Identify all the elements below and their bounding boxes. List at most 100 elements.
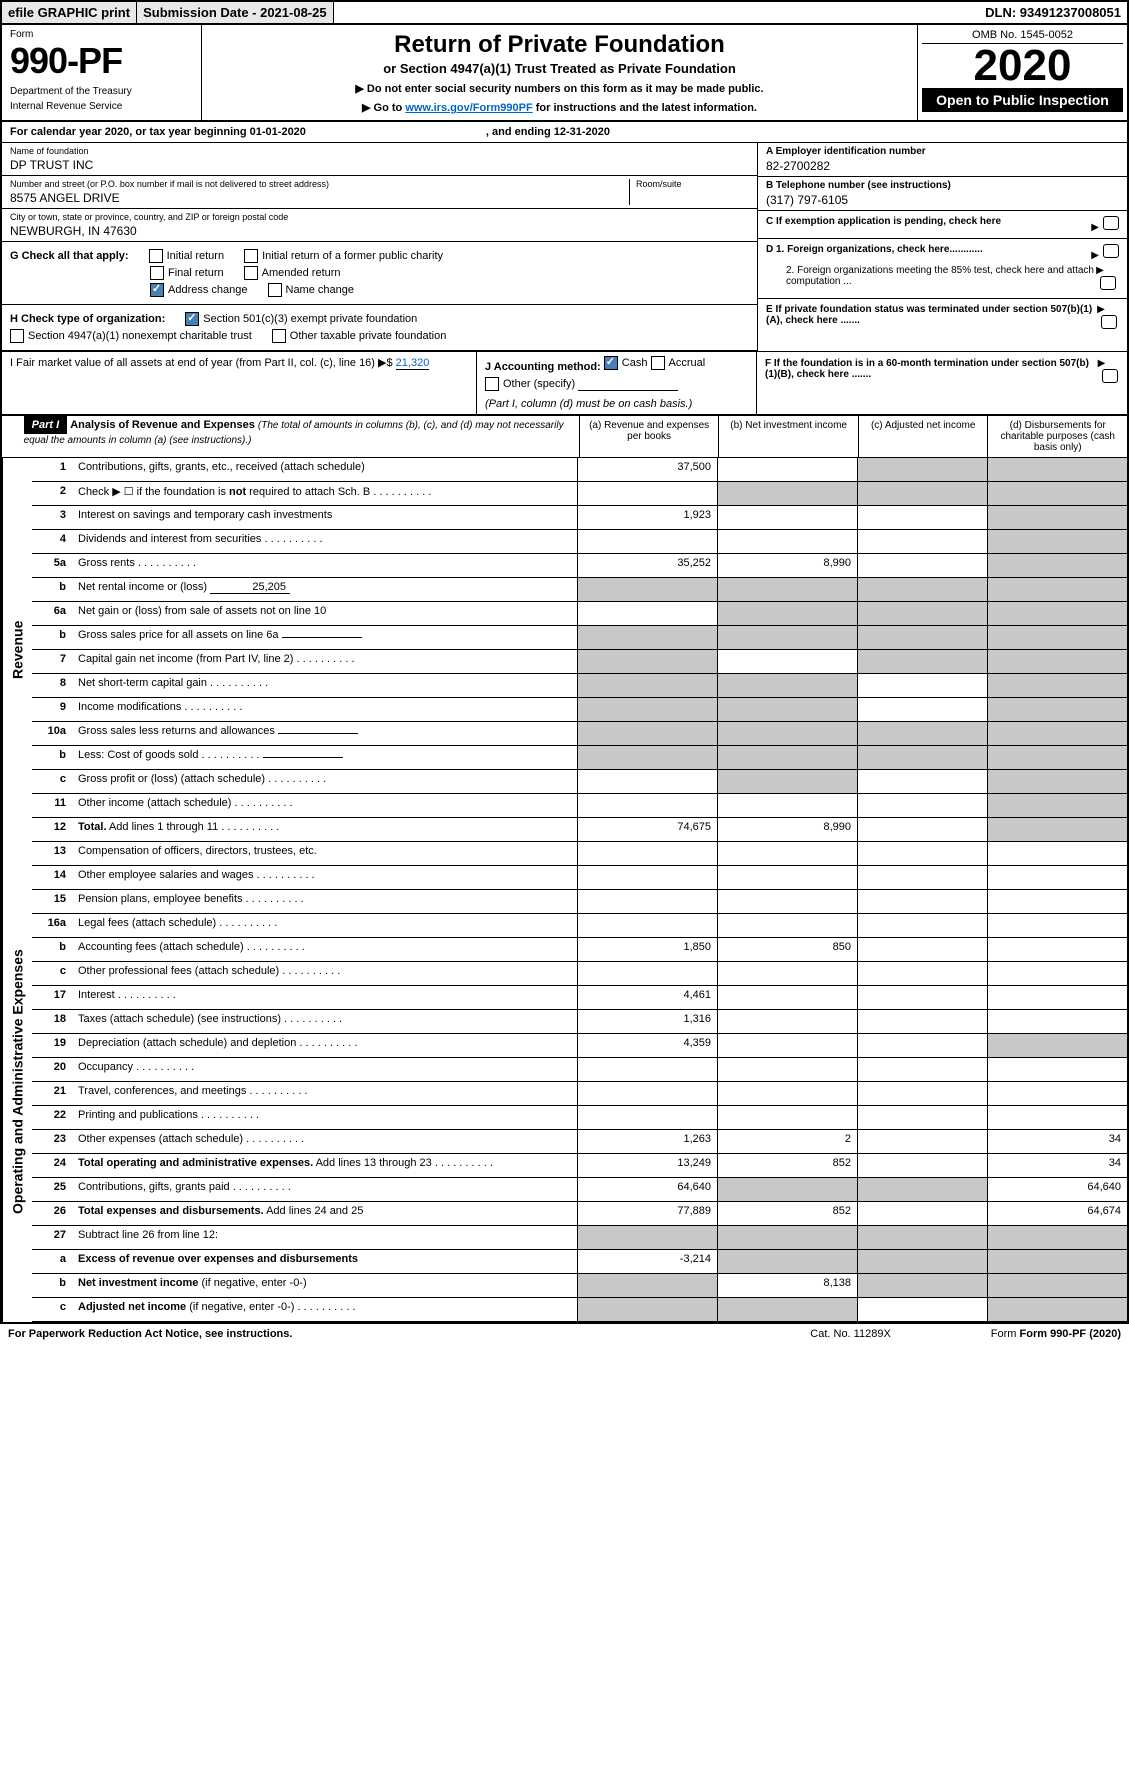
chk-other-taxable[interactable]: Other taxable private foundation — [272, 329, 447, 343]
col-d-header: (d) Disbursements for charitable purpose… — [987, 416, 1127, 457]
table-row: 23Other expenses (attach schedule)1,2632… — [32, 1130, 1127, 1154]
chk-name-change[interactable]: Name change — [268, 283, 355, 297]
table-row: cGross profit or (loss) (attach schedule… — [32, 770, 1127, 794]
row-label: Other income (attach schedule) — [72, 794, 577, 817]
cell-c — [857, 1274, 987, 1297]
chk-other-method[interactable]: Other (specify) — [485, 377, 575, 391]
cell-c — [857, 506, 987, 529]
cell-a: 1,263 — [577, 1130, 717, 1153]
cell-b — [717, 602, 857, 625]
chk-final-return[interactable]: Final return — [150, 266, 224, 280]
cell-b — [717, 890, 857, 913]
cell-d — [987, 1250, 1127, 1273]
row-label: Pension plans, employee benefits — [72, 890, 577, 913]
part1-title: Analysis of Revenue and Expenses — [70, 419, 255, 431]
cell-c — [857, 986, 987, 1009]
cell-a: 4,359 — [577, 1034, 717, 1057]
row-number: 18 — [32, 1010, 72, 1033]
cell-a: 1,850 — [577, 938, 717, 961]
cell-a: 37,500 — [577, 458, 717, 481]
row-number: 26 — [32, 1202, 72, 1225]
f-checkbox[interactable] — [1102, 369, 1118, 383]
row-label: Travel, conferences, and meetings — [72, 1082, 577, 1105]
row-label: Depreciation (attach schedule) and deple… — [72, 1034, 577, 1057]
e-checkbox[interactable] — [1101, 315, 1117, 329]
cell-a — [577, 914, 717, 937]
form-box: Form 990-PF Department of the Treasury I… — [2, 25, 202, 120]
ein-cell: A Employer identification number 82-2700… — [758, 143, 1127, 177]
c-cell: C If exemption application is pending, c… — [758, 211, 1127, 239]
row-label: Compensation of officers, directors, tru… — [72, 842, 577, 865]
cell-c — [857, 1034, 987, 1057]
col-a-header: (a) Revenue and expenses per books — [579, 416, 719, 457]
chk-cash[interactable]: Cash — [604, 356, 648, 370]
row-number: 11 — [32, 794, 72, 817]
ein-value: 82-2700282 — [766, 159, 1119, 173]
c-checkbox[interactable] — [1103, 216, 1119, 230]
cell-a — [577, 962, 717, 985]
row-number: 24 — [32, 1154, 72, 1177]
table-row: 21Travel, conferences, and meetings — [32, 1082, 1127, 1106]
table-row: 19Depreciation (attach schedule) and dep… — [32, 1034, 1127, 1058]
cell-b: 850 — [717, 938, 857, 961]
cell-c — [857, 938, 987, 961]
cell-b — [717, 986, 857, 1009]
i-label: I Fair market value of all assets at end… — [10, 357, 393, 369]
d1-checkbox[interactable] — [1103, 244, 1119, 258]
chk-501c3[interactable]: Section 501(c)(3) exempt private foundat… — [185, 312, 417, 326]
chk-accrual[interactable]: Accrual — [651, 356, 706, 370]
name-cell: Name of foundation DP TRUST INC — [2, 143, 757, 176]
table-row: 1Contributions, gifts, grants, etc., rec… — [32, 458, 1127, 482]
row-label: Gross sales price for all assets on line… — [72, 626, 577, 649]
chk-address-change[interactable]: Address change — [150, 283, 248, 297]
cell-b — [717, 530, 857, 553]
city-label: City or town, state or province, country… — [10, 212, 749, 222]
cell-c — [857, 530, 987, 553]
irs-link[interactable]: www.irs.gov/Form990PF — [405, 102, 532, 114]
d2-checkbox[interactable] — [1100, 276, 1116, 290]
cell-a — [577, 1226, 717, 1249]
cell-d: 34 — [987, 1154, 1127, 1177]
d-cell: D 1. Foreign organizations, check here..… — [758, 239, 1127, 299]
row-label: Net investment income (if negative, ente… — [72, 1274, 577, 1297]
cell-c — [857, 650, 987, 673]
cell-b: 8,990 — [717, 554, 857, 577]
submission-date: Submission Date - 2021-08-25 — [137, 2, 334, 23]
cell-c — [857, 1130, 987, 1153]
cell-c — [857, 818, 987, 841]
cell-b: 852 — [717, 1154, 857, 1177]
addr-cell: Number and street (or P.O. box number if… — [2, 176, 757, 209]
table-row: 3Interest on savings and temporary cash … — [32, 506, 1127, 530]
cell-d — [987, 626, 1127, 649]
efile-button[interactable]: efile GRAPHIC print — [2, 2, 137, 23]
cell-a — [577, 650, 717, 673]
cell-a — [577, 1274, 717, 1297]
row-number: 5a — [32, 554, 72, 577]
row-number: 3 — [32, 506, 72, 529]
row-label: Total operating and administrative expen… — [72, 1154, 577, 1177]
row-number: 10a — [32, 722, 72, 745]
g-section: G Check all that apply: Initial return I… — [2, 242, 757, 305]
cell-c — [857, 746, 987, 769]
cell-b — [717, 962, 857, 985]
chk-4947a1[interactable]: Section 4947(a)(1) nonexempt charitable … — [10, 329, 252, 343]
ein-label: A Employer identification number — [766, 146, 1119, 157]
row-label: Other professional fees (attach schedule… — [72, 962, 577, 985]
row-label: Interest — [72, 986, 577, 1009]
cell-c — [857, 1106, 987, 1129]
cell-d — [987, 842, 1127, 865]
cell-c — [857, 1226, 987, 1249]
row-number: b — [32, 938, 72, 961]
chk-initial-return[interactable]: Initial return — [149, 249, 224, 263]
chk-amended-return[interactable]: Amended return — [244, 266, 341, 280]
cell-d — [987, 1010, 1127, 1033]
cell-c — [857, 1202, 987, 1225]
cal-begin: For calendar year 2020, or tax year begi… — [10, 126, 306, 138]
row-label: Other expenses (attach schedule) — [72, 1130, 577, 1153]
chk-initial-former[interactable]: Initial return of a former public charit… — [244, 249, 443, 263]
cell-b — [717, 482, 857, 505]
cell-d: 64,640 — [987, 1178, 1127, 1201]
row-number: 8 — [32, 674, 72, 697]
cell-d — [987, 722, 1127, 745]
cell-b — [717, 578, 857, 601]
